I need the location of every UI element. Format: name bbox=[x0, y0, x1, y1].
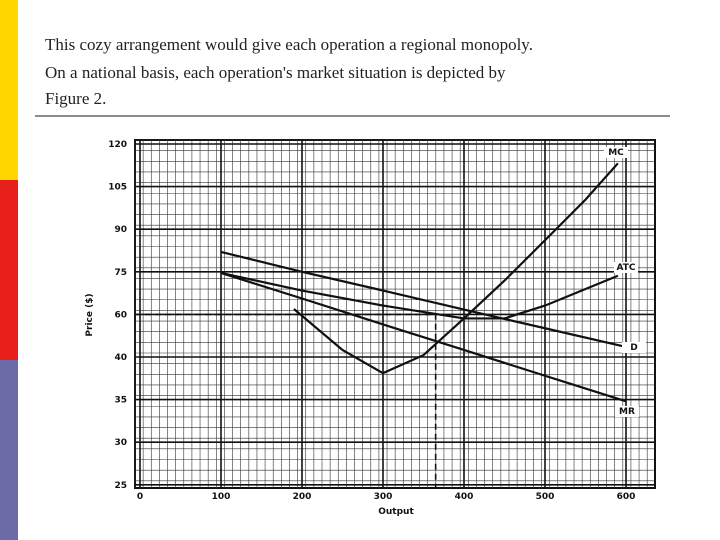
bar-blue bbox=[0, 360, 18, 540]
label-bg bbox=[604, 147, 628, 158]
series-line bbox=[293, 162, 619, 375]
series-line bbox=[220, 271, 627, 403]
y-tick-label: 75 bbox=[114, 268, 127, 278]
series-line bbox=[220, 271, 619, 320]
y-tick-label: 120 bbox=[108, 140, 127, 150]
x-tick-label: 0 bbox=[137, 492, 143, 502]
label-bg bbox=[615, 406, 639, 417]
x-tick-label: 300 bbox=[374, 492, 393, 502]
x-tick-label: 100 bbox=[212, 492, 231, 502]
slide-text: On a national basis, each operation's ma… bbox=[45, 63, 506, 82]
series-label: ATC bbox=[616, 263, 635, 273]
series-label: MR bbox=[619, 407, 635, 417]
y-tick-label: 60 bbox=[114, 310, 127, 320]
slide-text: Figure 2. bbox=[45, 89, 106, 108]
series-label: MC bbox=[608, 148, 624, 158]
y-axis-label: Price ($) bbox=[85, 293, 95, 336]
y-tick-label: 105 bbox=[108, 183, 127, 193]
y-tick-label: 35 bbox=[114, 396, 127, 406]
y-tick-label: 30 bbox=[114, 438, 127, 448]
label-bg bbox=[614, 262, 638, 273]
guide-line bbox=[135, 313, 437, 488]
x-tick-label: 600 bbox=[617, 492, 636, 502]
series-label: D bbox=[630, 343, 637, 353]
bar-red bbox=[0, 180, 18, 360]
label-bg bbox=[622, 342, 646, 353]
x-axis-label: Output bbox=[378, 507, 414, 517]
x-tick-label: 400 bbox=[455, 492, 474, 502]
series-line bbox=[220, 250, 627, 349]
y-tick-label: 40 bbox=[114, 353, 127, 363]
y-tick-label: 25 bbox=[114, 481, 127, 491]
bar-yellow bbox=[0, 0, 18, 180]
slide-text: This cozy arrangement would give each op… bbox=[45, 35, 533, 54]
x-tick-label: 500 bbox=[536, 492, 555, 502]
y-tick-label: 90 bbox=[114, 225, 127, 235]
x-tick-label: 200 bbox=[293, 492, 312, 502]
